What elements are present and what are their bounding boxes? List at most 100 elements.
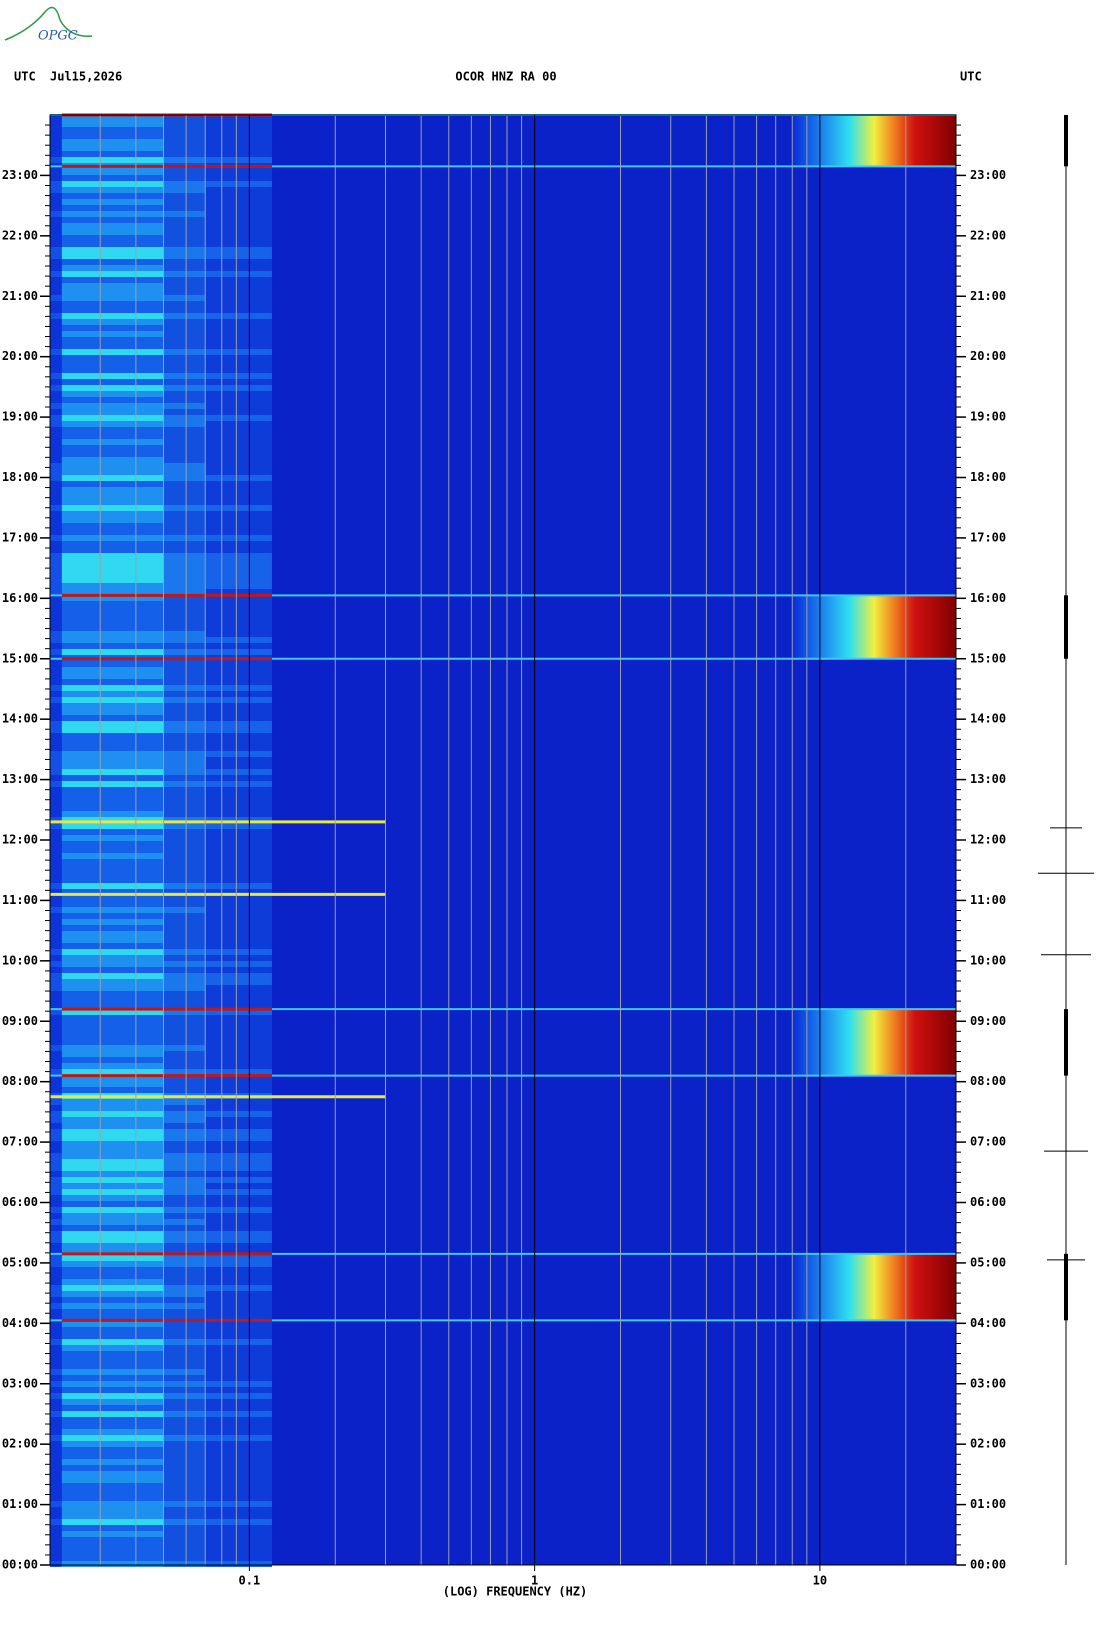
texture (205, 1363, 272, 1369)
texture (50, 295, 62, 301)
texture (50, 1249, 62, 1255)
texture (205, 1393, 272, 1399)
texture (61, 367, 164, 373)
texture (61, 1387, 164, 1393)
texture (205, 313, 272, 319)
texture (50, 313, 62, 319)
texture (163, 1249, 206, 1255)
texture (163, 1309, 206, 1315)
texture (61, 1051, 164, 1057)
texture (50, 523, 62, 529)
texture (50, 841, 62, 847)
texture (205, 1555, 272, 1561)
texture (50, 865, 62, 871)
texture (61, 739, 164, 745)
texture (205, 631, 272, 637)
texture (163, 415, 206, 421)
texture (163, 1315, 206, 1321)
texture (61, 463, 164, 469)
texture (50, 559, 62, 565)
texture (163, 1327, 206, 1333)
texture (163, 583, 206, 589)
y-tick-label: 03:00 (970, 1376, 1006, 1390)
texture (205, 391, 272, 397)
texture (61, 613, 164, 619)
texture (205, 667, 272, 673)
texture (50, 1327, 62, 1333)
texture (163, 127, 206, 133)
texture (50, 877, 62, 883)
y-tick-label: 22:00 (2, 228, 38, 242)
texture (163, 1459, 206, 1465)
texture (61, 709, 164, 715)
texture (50, 493, 62, 499)
texture (61, 781, 164, 787)
y-tick-label: 08:00 (970, 1074, 1006, 1088)
texture (50, 1117, 62, 1123)
texture (205, 1237, 272, 1243)
texture (163, 637, 206, 643)
texture (163, 271, 206, 277)
texture (50, 1549, 62, 1555)
texture (50, 1111, 62, 1117)
texture (163, 1345, 206, 1351)
texture (205, 115, 272, 121)
texture (163, 331, 206, 337)
texture (61, 913, 164, 919)
texture (61, 301, 164, 307)
texture (205, 1477, 272, 1483)
texture (163, 1039, 206, 1045)
texture (163, 1477, 206, 1483)
texture (50, 751, 62, 757)
texture (205, 925, 272, 931)
texture (50, 847, 62, 853)
texture (50, 181, 62, 187)
texture (205, 1183, 272, 1189)
texture (50, 121, 62, 127)
texture (163, 325, 206, 331)
texture (61, 925, 164, 931)
texture (205, 1447, 272, 1453)
texture (50, 1561, 62, 1567)
texture (163, 1159, 206, 1165)
texture (50, 1267, 62, 1273)
texture (61, 1429, 164, 1435)
texture (61, 1309, 164, 1315)
texture (50, 1069, 62, 1075)
texture (61, 961, 164, 967)
texture (61, 1483, 164, 1489)
texture (61, 1267, 164, 1273)
texture (205, 1069, 272, 1075)
texture (163, 1555, 206, 1561)
y-tick-label: 13:00 (2, 772, 38, 786)
texture (50, 643, 62, 649)
texture (61, 433, 164, 439)
texture (61, 1273, 164, 1279)
y-tick-label: 15:00 (2, 651, 38, 665)
y-tick-label: 16:00 (970, 591, 1006, 605)
texture (61, 733, 164, 739)
texture (163, 463, 206, 469)
texture (163, 409, 206, 415)
texture (50, 373, 62, 379)
texture (163, 1195, 206, 1201)
texture (205, 1327, 272, 1333)
logo: OPGC (4, 6, 93, 44)
texture (50, 733, 62, 739)
texture (50, 1189, 62, 1195)
texture (163, 439, 206, 445)
texture (163, 223, 206, 229)
y-tick-label: 08:00 (2, 1074, 38, 1088)
texture (163, 535, 206, 541)
texture (50, 1309, 62, 1315)
texture (61, 1447, 164, 1453)
texture (163, 931, 206, 937)
texture (50, 1525, 62, 1531)
texture (61, 403, 164, 409)
texture (205, 247, 272, 253)
texture (205, 1429, 272, 1435)
texture (61, 1375, 164, 1381)
texture (61, 151, 164, 157)
texture (50, 1099, 62, 1105)
y-tick-label: 14:00 (2, 712, 38, 726)
